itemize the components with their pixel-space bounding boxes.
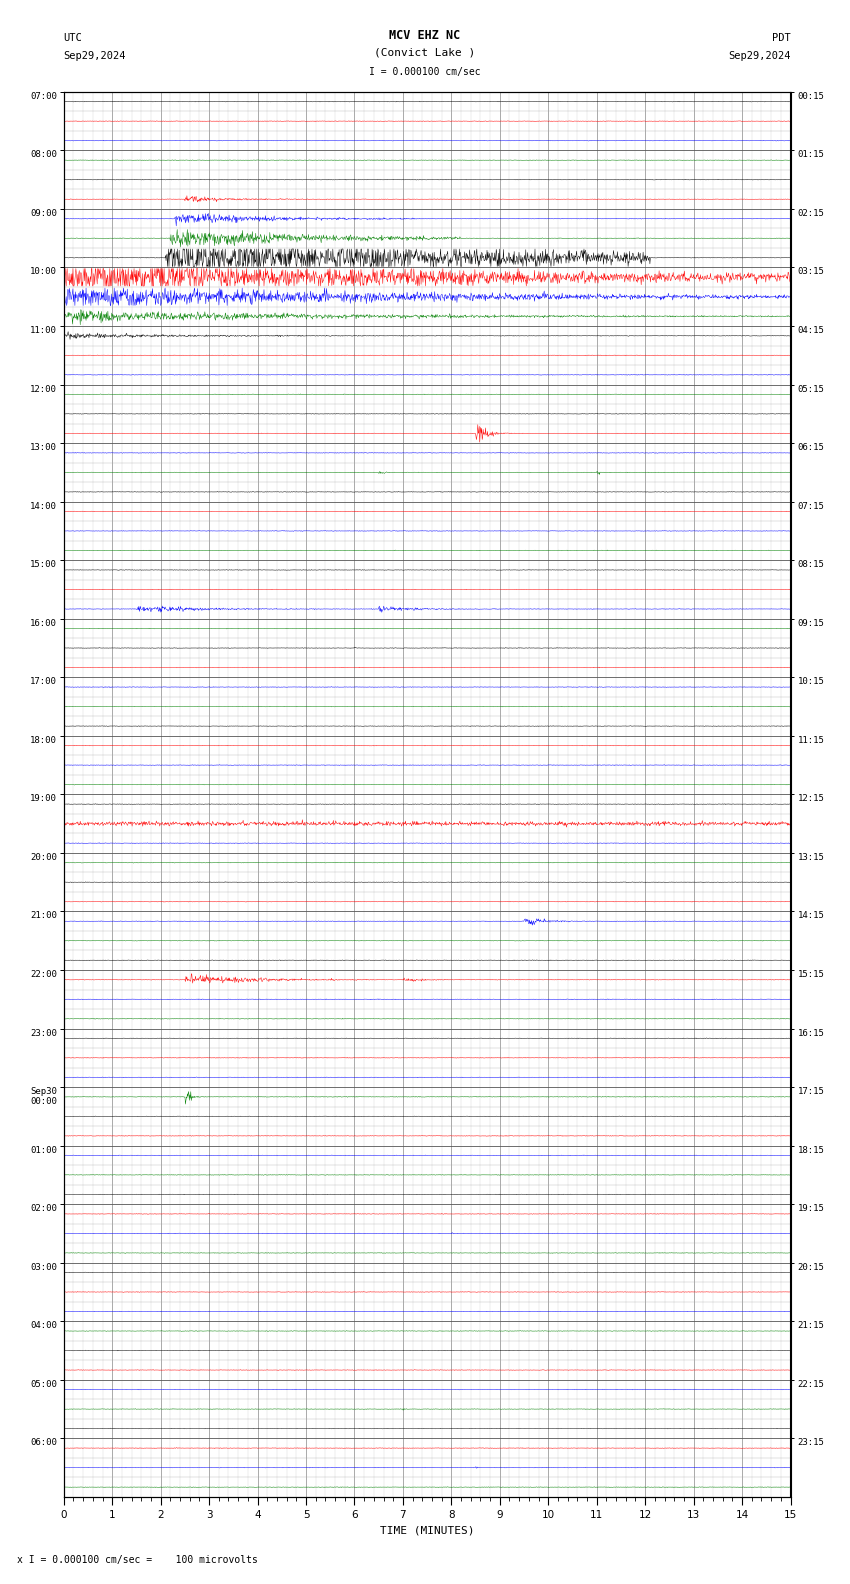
Text: (Convict Lake ): (Convict Lake ) xyxy=(374,48,476,57)
Text: PDT: PDT xyxy=(772,33,791,43)
Text: I = 0.000100 cm/sec: I = 0.000100 cm/sec xyxy=(369,67,481,76)
Text: UTC: UTC xyxy=(64,33,82,43)
Text: Sep29,2024: Sep29,2024 xyxy=(728,51,791,60)
Text: Sep29,2024: Sep29,2024 xyxy=(64,51,127,60)
X-axis label: TIME (MINUTES): TIME (MINUTES) xyxy=(380,1525,474,1535)
Text: MCV EHZ NC: MCV EHZ NC xyxy=(389,29,461,41)
Text: x I = 0.000100 cm/sec =    100 microvolts: x I = 0.000100 cm/sec = 100 microvolts xyxy=(17,1555,258,1565)
